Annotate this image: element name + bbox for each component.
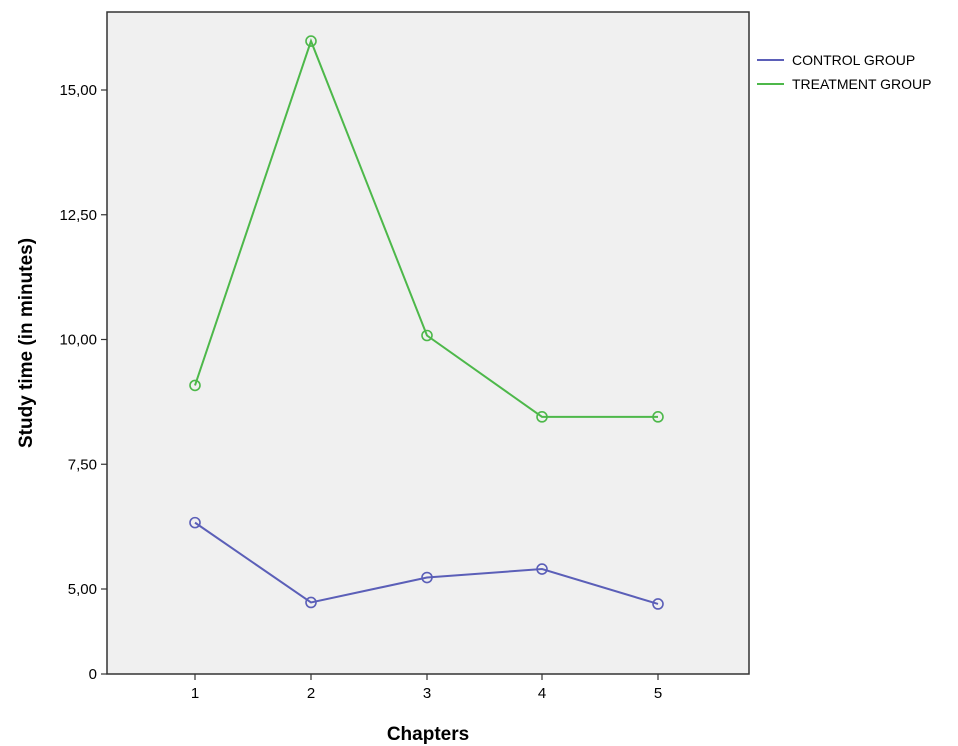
x-axis-title: Chapters [387, 724, 469, 745]
series-layer [189, 35, 664, 610]
series-line-2 [194, 38, 658, 418]
data-point [421, 329, 433, 342]
plot-area [106, 11, 750, 675]
legend-label: TREATMENT GROUP [792, 76, 932, 92]
y-tick-label: 10,00 [59, 332, 97, 349]
y-tick-label: 7,50 [68, 456, 97, 473]
data-point [189, 516, 201, 529]
y-tick-label: 12,50 [59, 207, 97, 224]
x-axis: 1 2 3 4 5 [191, 674, 662, 702]
y-tick-label: 15,00 [59, 82, 97, 99]
data-point [536, 411, 548, 423]
series-line-1 [194, 521, 659, 605]
data-point [421, 571, 433, 584]
data-point [652, 411, 664, 423]
data-point [189, 379, 201, 392]
data-point [305, 35, 317, 47]
x-tick-label: 4 [538, 685, 546, 702]
data-point [305, 596, 317, 609]
x-tick-label: 1 [191, 685, 199, 702]
y-tick-label: 0 [89, 666, 97, 683]
y-axis: 0 5,00 7,50 10,00 12,50 15,00 [59, 82, 107, 683]
data-point [652, 598, 664, 610]
x-tick-label: 2 [307, 685, 315, 702]
legend: CONTROL GROUP TREATMENT GROUP [757, 52, 932, 92]
y-axis-title: Study time (in minutes) [16, 238, 37, 448]
x-tick-label: 3 [423, 685, 431, 702]
y-tick-label: 5,00 [68, 581, 97, 598]
x-tick-label: 5 [654, 685, 662, 702]
legend-label: CONTROL GROUP [792, 52, 915, 68]
data-point [536, 563, 548, 575]
